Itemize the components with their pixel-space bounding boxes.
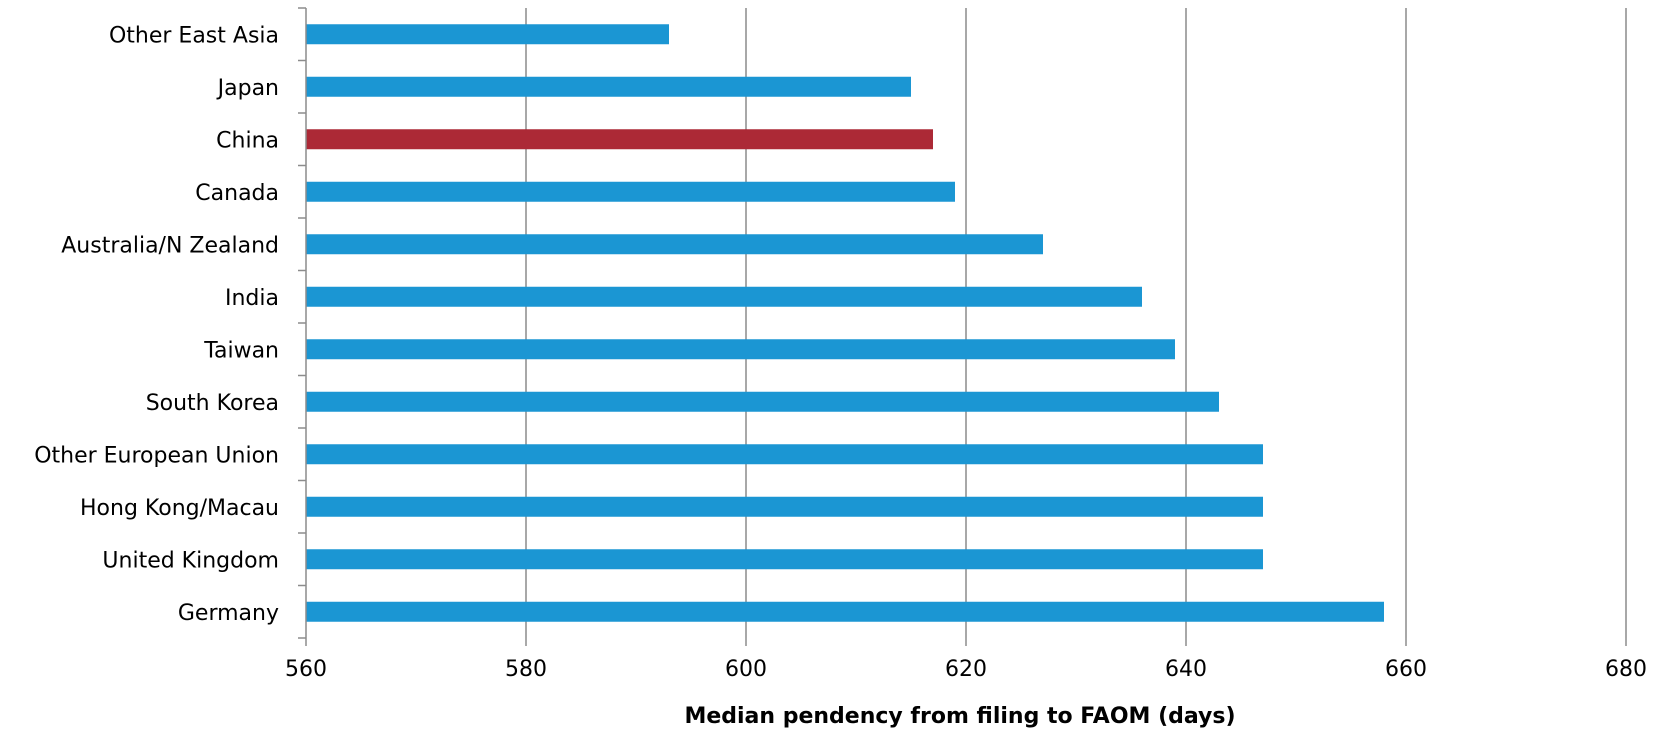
x-tick-label-560: 560: [285, 657, 327, 682]
bar-canada: [306, 181, 955, 202]
gridlines: [525, 8, 1627, 638]
bar-other-east-asia: [306, 24, 669, 45]
x-tick-label-640: 640: [1165, 657, 1207, 682]
category-label-canada: Canada: [195, 181, 279, 206]
x-tick-label-680: 680: [1605, 657, 1647, 682]
axes: [298, 7, 1627, 646]
bar-united-kingdom: [306, 549, 1263, 570]
bar-china: [306, 129, 933, 150]
x-tick-label-620: 620: [945, 657, 987, 682]
bar-germany: [306, 601, 1384, 622]
x-tick-labels: 560 580 600 620 640 660 680: [285, 657, 1647, 682]
category-labels: Other East Asia Japan China Canada Australia…: [34, 23, 279, 626]
bars: [306, 24, 1384, 622]
category-label-hong-kong-macau: Hong Kong/Macau: [80, 496, 279, 521]
category-label-other-european-union: Other European Union: [34, 443, 279, 468]
category-label-china: China: [216, 128, 279, 153]
category-label-india: India: [225, 286, 279, 311]
category-label-germany: Germany: [178, 601, 279, 626]
category-label-japan: Japan: [216, 76, 279, 101]
bar-other-european-union: [306, 444, 1263, 465]
x-tick-label-580: 580: [505, 657, 547, 682]
x-tick-label-660: 660: [1385, 657, 1427, 682]
bar-hong-kong-macau: [306, 496, 1263, 517]
bar-taiwan: [306, 339, 1175, 360]
category-label-south-korea: South Korea: [146, 391, 279, 416]
bar-japan: [306, 76, 911, 97]
category-label-other-east-asia: Other East Asia: [109, 23, 279, 48]
category-label-taiwan: Taiwan: [203, 338, 279, 363]
x-axis-title: Median pendency from filing to FAOM (day…: [684, 704, 1235, 729]
category-label-united-kingdom: United Kingdom: [102, 548, 279, 573]
x-tick-label-600: 600: [725, 657, 767, 682]
bar-india: [306, 286, 1142, 307]
category-label-australia-n-zealand: Australia/N Zealand: [61, 233, 279, 258]
bar-australia-n-zealand: [306, 234, 1043, 255]
bar-south-korea: [306, 391, 1219, 412]
